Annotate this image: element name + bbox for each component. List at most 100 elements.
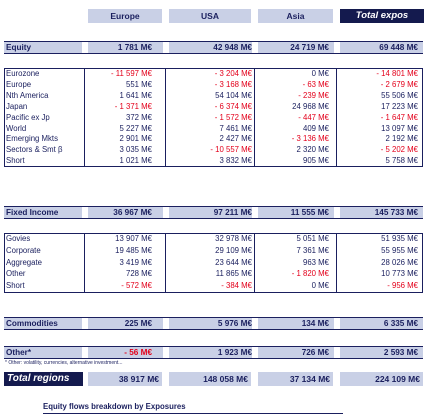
row-label: Corporate: [6, 245, 41, 255]
row-label: Other: [6, 269, 26, 279]
fixed_income-column-divider: [165, 233, 166, 292]
row-label: Eurozone: [6, 69, 40, 78]
equity-column-divider: [4, 68, 5, 167]
row-value: - 384 M€: [221, 281, 252, 291]
row-value: 728 M€: [125, 269, 152, 279]
other-summary-row: Other* - 56 M€ 1 923 M€ 726 M€ 2 593 M€: [4, 346, 423, 359]
row-value: 0 M€: [311, 69, 329, 78]
equity-total: 69 448 M€: [379, 43, 418, 52]
row-value: 13 907 M€: [115, 234, 152, 243]
row-value: - 572 M€: [121, 281, 152, 291]
row-value: 2 320 M€: [296, 145, 329, 155]
row-value: 55 955 M€: [381, 245, 418, 255]
column-gap: [82, 347, 88, 358]
equity-column-divider: [84, 68, 85, 167]
row-value: 24 968 M€: [292, 101, 329, 111]
table-row: Corporate 19 485 M€ 29 109 M€ 7 361 M€ 55 95…: [4, 246, 423, 256]
row-value: - 3 136 M€: [291, 134, 329, 144]
row-value: 13 097 M€: [381, 123, 418, 133]
column-gap: [252, 207, 258, 218]
row-value: 54 104 M€: [215, 90, 252, 100]
column-gap: [163, 318, 169, 329]
row-value: 17 223 M€: [381, 101, 418, 111]
row-value: - 63 M€: [302, 79, 329, 89]
row-value: 51 935 M€: [381, 234, 418, 243]
column-gap: [82, 207, 88, 218]
total-regions-row: Total regions 38 917 M€ 148 058 M€ 37 13…: [4, 372, 423, 386]
column-gap: [252, 347, 258, 358]
row-value: - 5 202 M€: [380, 145, 418, 155]
row-value: 23 644 M€: [215, 257, 252, 267]
row-value: 3 832 M€: [219, 156, 252, 166]
fixed_income-column-divider: [254, 233, 255, 292]
fixed-income-summary-row: Fixed Income 36 967 M€ 97 211 M€ 11 555 …: [4, 206, 423, 219]
row-value: 2 192 M€: [385, 134, 418, 144]
fixed-income-usa: 97 211 M€: [213, 208, 252, 217]
column-gap: [163, 42, 169, 53]
row-value: - 14 801 M€: [376, 69, 418, 78]
commodities-summary-row: Commodities 225 M€ 5 976 M€ 134 M€ 6 335…: [4, 317, 423, 330]
row-value: 1 021 M€: [119, 156, 152, 166]
column-gap: [163, 347, 169, 358]
column-gap: [252, 42, 258, 53]
row-label: Japan: [6, 101, 28, 111]
caption-divider: [43, 413, 343, 414]
row-label: Govies: [6, 234, 31, 243]
column-gap: [82, 42, 88, 53]
row-value: 29 109 M€: [215, 245, 252, 255]
table-row: Short 1 021 M€ 3 832 M€ 905 M€ 5 758 M€: [4, 156, 423, 166]
equity-europe: 1 781 M€: [117, 43, 152, 52]
total-regions-total: 224 109 M€: [340, 372, 423, 386]
equity-usa: 42 948 M€: [213, 43, 252, 52]
fixed-income-total: 145 733 M€: [374, 208, 418, 217]
row-label: Sectors & Smt β: [6, 145, 63, 155]
header-total-expos: Total expos: [340, 9, 424, 23]
commodities-total: 6 335 M€: [383, 319, 418, 328]
table-row: Emerging Mkts 2 901 M€ 2 427 M€ - 3 136 M€ 2…: [4, 134, 423, 144]
row-label: Pacific ex Jp: [6, 112, 50, 122]
commodities-usa: 5 976 M€: [217, 319, 252, 328]
table-row: Europe 551 M€ - 3 168 M€ - 63 M€ - 2 679 M€: [4, 80, 423, 90]
other-label: Other*: [6, 348, 32, 357]
row-value: - 2 679 M€: [380, 79, 418, 89]
row-value: 32 978 M€: [215, 234, 252, 243]
row-value: - 3 204 M€: [214, 69, 252, 78]
row-value: 7 361 M€: [296, 245, 329, 255]
chart-caption: Equity flows breakdown by Exposures: [43, 402, 186, 411]
table-row: Aggregate 3 419 M€ 23 644 M€ 963 M€ 28 026 M…: [4, 258, 423, 268]
row-value: - 1 647 M€: [380, 112, 418, 122]
other-europe: - 56 M€: [124, 348, 152, 357]
equity-asia: 24 719 M€: [290, 43, 329, 52]
fixed_income-bottom-border: [4, 292, 423, 293]
row-value: 409 M€: [302, 123, 329, 133]
fixed-income-asia: 11 555 M€: [290, 208, 329, 217]
row-value: - 10 557 M€: [210, 145, 252, 155]
table-row: Short - 572 M€ - 384 M€ 0 M€ - 956 M€: [4, 281, 423, 291]
row-value: 3 419 M€: [119, 257, 152, 267]
total-regions-asia: 37 134 M€: [258, 372, 333, 386]
row-value: - 1 371 M€: [114, 101, 152, 111]
table-row: World 5 227 M€ 7 461 M€ 409 M€ 13 097 M€: [4, 124, 423, 134]
row-value: 5 227 M€: [119, 123, 152, 133]
row-label: Emerging Mkts: [6, 134, 58, 144]
commodities-label: Commodities: [6, 319, 58, 328]
row-value: 19 485 M€: [115, 245, 152, 255]
total-regions-europe: 38 917 M€: [88, 372, 162, 386]
row-label: Aggregate: [6, 257, 42, 267]
total-regions-label: Total regions: [4, 372, 83, 386]
equity-summary-row: Equity 1 781 M€ 42 948 M€ 24 719 M€ 69 4…: [4, 41, 423, 54]
table-row: Eurozone - 11 597 M€ - 3 204 M€ 0 M€ - 14 80…: [4, 69, 423, 79]
row-value: - 1 820 M€: [291, 269, 329, 279]
other-asia: 726 M€: [301, 348, 329, 357]
fixed-income-label: Fixed Income: [6, 208, 59, 217]
table-row: Other 728 M€ 11 865 M€ - 1 820 M€ 10 773 M€: [4, 269, 423, 279]
row-value: - 956 M€: [387, 281, 418, 291]
row-value: 55 506 M€: [381, 90, 418, 100]
other-total: 2 593 M€: [383, 348, 418, 357]
row-value: - 3 168 M€: [214, 79, 252, 89]
column-gap: [334, 347, 340, 358]
equity-column-divider: [254, 68, 255, 167]
column-gap: [163, 207, 169, 218]
equity-bottom-border: [4, 166, 423, 168]
header-asia: Asia: [258, 9, 333, 23]
